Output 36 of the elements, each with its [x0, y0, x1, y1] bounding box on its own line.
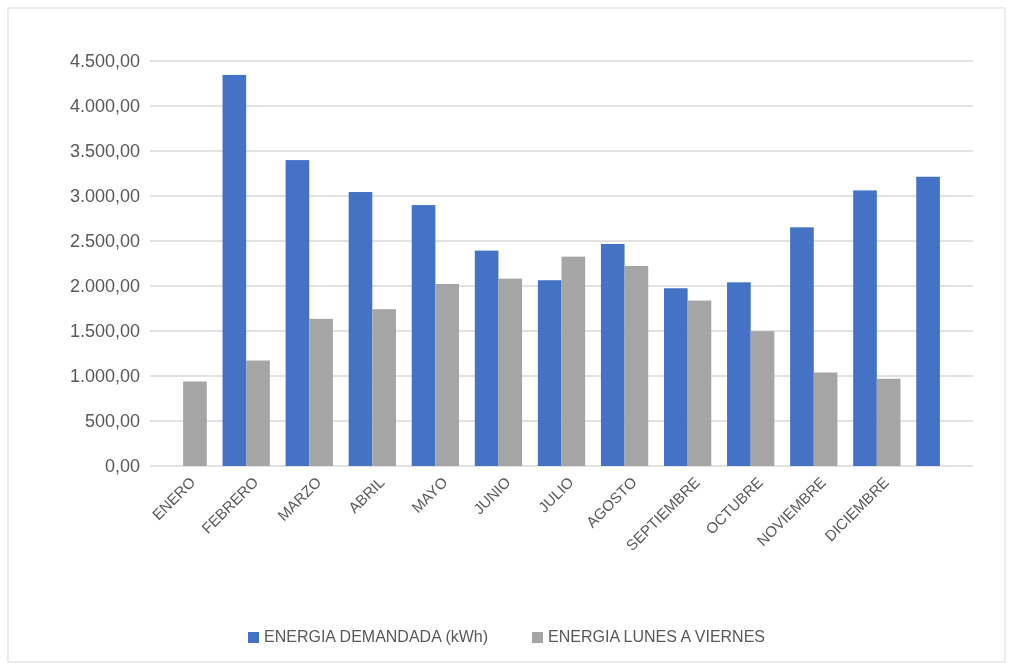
bar [246, 360, 270, 466]
bar [790, 227, 814, 466]
bar [537, 280, 562, 466]
bar [727, 282, 751, 466]
bar [853, 190, 877, 466]
bar [687, 300, 712, 466]
bar [435, 283, 460, 466]
bar [600, 243, 625, 466]
y-tick-label: 3.000,00 [69, 186, 140, 207]
legend-label: ENERGIA DEMANDADA (kWh) [264, 628, 489, 645]
y-tick-label: 1.000,00 [69, 366, 140, 387]
y-tick-label: 2.000,00 [69, 276, 140, 297]
bar [750, 331, 775, 466]
bar [183, 381, 207, 466]
bar [309, 318, 333, 466]
bar [916, 176, 940, 466]
y-tick-label: 3.500,00 [69, 141, 140, 162]
bar [474, 250, 499, 466]
y-tick-label: 1.500,00 [69, 321, 140, 342]
bar [285, 160, 310, 466]
bar [348, 192, 373, 466]
y-tick-label: 4.500,00 [69, 51, 140, 72]
legend-label: ENERGIA LUNES A VIERNES [548, 628, 765, 645]
bar [624, 265, 649, 466]
bar [411, 205, 436, 466]
bar [663, 288, 688, 466]
bar [372, 309, 396, 466]
y-tick-label: 0,00 [104, 456, 140, 477]
bar [813, 372, 838, 466]
bar [561, 256, 586, 466]
y-tick-label: 4.000,00 [69, 96, 140, 117]
y-tick-label: 500,00 [84, 411, 140, 432]
bar [876, 378, 901, 466]
y-tick-label: 2.500,00 [69, 231, 140, 252]
bar [222, 74, 247, 466]
bar [498, 278, 523, 466]
